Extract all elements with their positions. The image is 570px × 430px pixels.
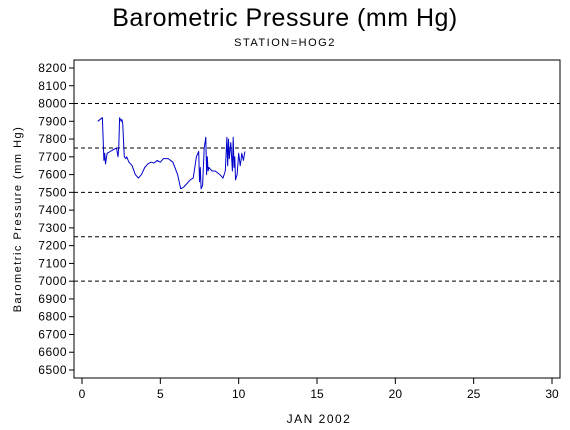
y-tick-label: 7000 — [38, 274, 67, 288]
x-tick-label: 30 — [545, 387, 559, 401]
y-tick-label: 7100 — [38, 256, 67, 270]
y-tick-label: 6500 — [38, 363, 67, 377]
y-tick-label: 6700 — [38, 327, 67, 341]
x-axis: 0 5 10 15 20 25 30 — [79, 378, 559, 401]
x-tick-label: 25 — [467, 387, 481, 401]
y-tick-label: 7200 — [38, 239, 67, 253]
y-tick-label: 7300 — [38, 221, 67, 235]
x-axis-label: JAN 2002 — [287, 412, 352, 426]
y-tick-label: 7700 — [38, 150, 67, 164]
y-tick-label: 8000 — [38, 97, 67, 111]
x-tick-label: 20 — [389, 387, 403, 401]
y-tick-label: 7900 — [38, 114, 67, 128]
series-line-0 — [97, 117, 246, 190]
x-tick-label: 10 — [232, 387, 246, 401]
y-axis-label: Barometric Pressure (mm Hg) — [12, 126, 24, 313]
plot-frame — [73, 59, 561, 379]
x-tick-label: 0 — [79, 387, 86, 401]
y-tick-label: 6900 — [38, 292, 67, 306]
chart-title: Barometric Pressure (mm Hg) — [112, 4, 458, 32]
reference-lines — [74, 103, 560, 282]
chart-subtitle: STATION=HOG2 — [234, 37, 336, 49]
y-tick-label: 7400 — [38, 203, 67, 217]
y-axis: 6500 6600 6700 6800 6900 7000 7100 7200 7300 7400… — [38, 61, 74, 377]
y-tick-label: 6800 — [38, 310, 67, 324]
series-layer — [97, 117, 246, 190]
y-tick-label: 7800 — [38, 132, 67, 146]
y-tick-label: 6600 — [38, 345, 67, 359]
y-tick-label: 7500 — [38, 185, 67, 199]
y-tick-label: 8100 — [38, 79, 67, 93]
y-tick-label: 8200 — [38, 61, 67, 75]
x-tick-label: 15 — [310, 387, 324, 401]
x-tick-label: 5 — [157, 387, 164, 401]
y-tick-label: 7600 — [38, 168, 67, 182]
